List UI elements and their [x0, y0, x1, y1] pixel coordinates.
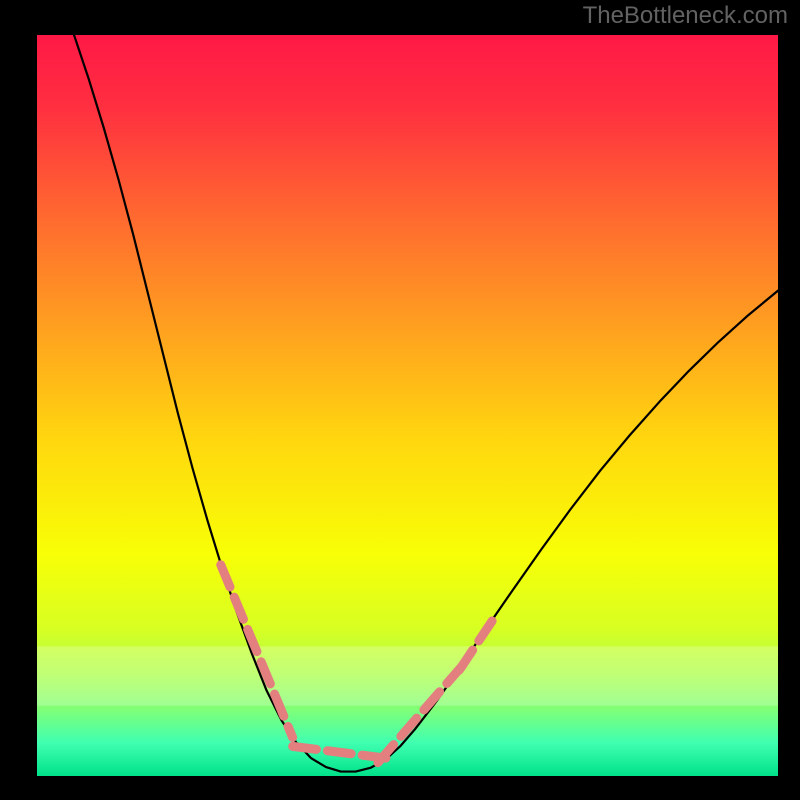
- watermark-text: TheBottleneck.com: [583, 2, 788, 30]
- plot-area: [37, 35, 778, 776]
- frame: TheBottleneck.com: [0, 0, 800, 800]
- pale-band: [37, 646, 778, 705]
- chart-svg: [37, 35, 778, 776]
